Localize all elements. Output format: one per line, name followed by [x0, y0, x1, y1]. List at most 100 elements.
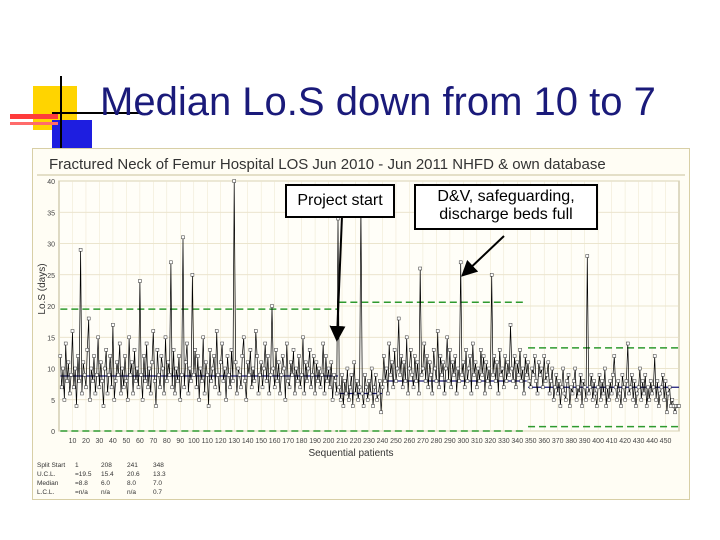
stats-cell: L.C.L.: [37, 489, 55, 496]
data-point: [351, 404, 355, 408]
data-point: [347, 398, 351, 402]
data-point: [387, 341, 391, 346]
data-point: [86, 316, 91, 321]
x-tick-label: 360: [538, 438, 550, 445]
data-point: [670, 398, 675, 402]
data-point: [462, 385, 467, 390]
data-point: [418, 266, 422, 271]
stats-header: 241: [127, 462, 138, 469]
y-tick-label: 10: [47, 367, 55, 374]
data-point: [489, 273, 494, 277]
data-point: [647, 398, 652, 402]
y-tick-label: 5: [51, 398, 55, 405]
data-point: [88, 398, 92, 402]
data-point: [547, 391, 552, 396]
data-point: [135, 366, 139, 371]
data-point: [360, 391, 365, 396]
arrow-dv-safeguarding: [461, 235, 505, 277]
data-point: [520, 366, 525, 371]
x-tick-label: 220: [350, 438, 362, 445]
x-tick-label: 330: [498, 438, 510, 445]
data-point: [285, 341, 289, 346]
stats-cell: 8.0: [127, 480, 136, 487]
data-point: [383, 379, 387, 383]
data-point: [201, 335, 205, 340]
data-point: [534, 379, 538, 383]
data-point: [252, 379, 257, 383]
y-tick-label: 20: [47, 304, 55, 311]
data-point: [266, 354, 270, 358]
data-point: [634, 404, 638, 408]
data-point: [161, 366, 165, 371]
data-point: [62, 398, 67, 402]
data-point: [456, 366, 460, 371]
stats-cell: =19.5: [75, 471, 92, 478]
data-point: [553, 385, 557, 390]
data-point: [128, 373, 133, 377]
data-point: [475, 385, 479, 390]
data-point: [477, 379, 482, 383]
data-point: [298, 385, 303, 390]
data-point: [391, 385, 396, 390]
data-point: [294, 366, 298, 371]
data-point: [278, 391, 282, 396]
data-point: [302, 391, 307, 396]
data-point: [92, 354, 96, 358]
data-point: [109, 385, 114, 390]
data-point: [80, 391, 84, 396]
data-point: [512, 354, 517, 358]
data-point: [204, 360, 208, 365]
data-point: [111, 323, 115, 327]
data-point: [438, 354, 443, 358]
data-point: [313, 391, 317, 396]
data-point: [138, 279, 142, 283]
data-point: [367, 379, 371, 383]
data-point: [181, 235, 185, 240]
x-tick-label: 190: [309, 438, 321, 445]
y-tick-label: 30: [47, 242, 55, 249]
data-point: [113, 379, 118, 383]
data-point: [413, 354, 417, 358]
x-tick-label: 30: [96, 438, 104, 445]
data-point: [500, 366, 505, 371]
data-point: [182, 385, 187, 390]
data-point: [450, 360, 455, 365]
data-point: [328, 385, 332, 390]
data-point: [630, 373, 634, 377]
data-point: [353, 391, 358, 396]
data-point: [376, 391, 381, 396]
x-tick-label: 430: [633, 438, 645, 445]
data-point: [425, 354, 429, 358]
data-point: [146, 385, 150, 390]
data-point: [673, 410, 677, 415]
data-point: [117, 341, 122, 346]
data-point: [528, 385, 533, 390]
data-point: [151, 329, 156, 333]
data-point: [209, 379, 214, 383]
data-point: [213, 385, 218, 390]
data-point: [150, 360, 154, 365]
data-point: [638, 366, 642, 371]
data-point: [272, 385, 277, 390]
data-point: [193, 348, 197, 352]
data-point: [539, 366, 544, 371]
data-point: [624, 379, 629, 383]
stats-cell: =n/a: [75, 489, 88, 496]
x-tick-label: 70: [149, 438, 157, 445]
data-point: [310, 373, 315, 377]
data-point: [626, 341, 630, 346]
x-tick-label: 140: [242, 438, 254, 445]
data-point: [615, 398, 619, 402]
data-point: [249, 385, 254, 390]
data-point: [301, 335, 305, 340]
data-point: [531, 373, 536, 377]
data-point: [216, 373, 220, 377]
x-tick-label: 240: [377, 438, 389, 445]
data-point: [58, 354, 63, 358]
data-point: [255, 354, 259, 358]
data-point: [570, 391, 575, 396]
data-point: [648, 379, 653, 383]
data-point: [293, 391, 297, 396]
data-point: [264, 379, 269, 383]
data-point: [398, 373, 402, 377]
